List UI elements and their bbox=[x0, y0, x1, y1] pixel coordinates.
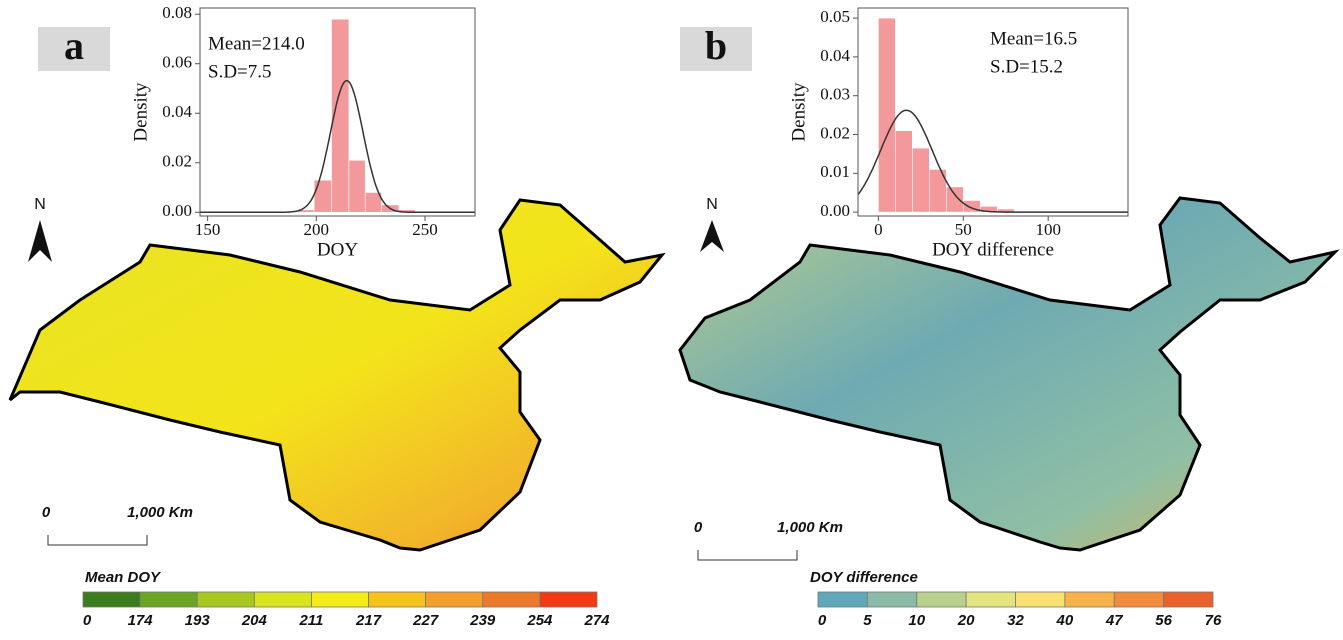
colorbar-label: 76 bbox=[1205, 612, 1222, 629]
colorbar-segment bbox=[196, 591, 255, 608]
colorbar-segment bbox=[1064, 591, 1115, 608]
colorbar-segment bbox=[1015, 591, 1066, 608]
y-tick-label: 0.05 bbox=[820, 7, 850, 26]
colorbar-label: 254 bbox=[526, 612, 553, 629]
panel-label-box bbox=[38, 27, 110, 71]
bar bbox=[912, 147, 930, 213]
x-tick-label: 150 bbox=[195, 220, 221, 239]
y-axis-label: Density bbox=[130, 82, 151, 142]
y-tick-label: 0.03 bbox=[820, 85, 850, 104]
north-arrow bbox=[28, 220, 52, 262]
scale-bar bbox=[47, 535, 148, 546]
colorbar-label: 20 bbox=[957, 612, 975, 629]
bar bbox=[348, 159, 366, 213]
colorbar-label: 47 bbox=[1105, 612, 1123, 629]
bar bbox=[878, 17, 896, 213]
colorbar-label: 0 bbox=[818, 612, 827, 629]
bar bbox=[313, 179, 332, 213]
x-tick-label: 0 bbox=[874, 220, 883, 239]
y-tick-label: 0.00 bbox=[820, 201, 850, 220]
colorbar-label: 274 bbox=[583, 612, 610, 629]
x-tick-label: 200 bbox=[304, 220, 330, 239]
colorbar-segment bbox=[253, 591, 312, 608]
scale-label: 1,000 Km bbox=[127, 504, 193, 521]
colorbar-segment bbox=[368, 591, 427, 608]
y-tick-label: 0.08 bbox=[162, 3, 192, 22]
annotation: S.D=7.5 bbox=[208, 61, 272, 82]
colorbar-label: 10 bbox=[908, 612, 925, 629]
bar bbox=[895, 130, 913, 213]
bar bbox=[946, 186, 964, 213]
x-axis-label: DOY bbox=[317, 239, 358, 260]
y-tick-label: 0.04 bbox=[162, 102, 192, 121]
colorbar-segment bbox=[866, 591, 918, 608]
colorbar-segment bbox=[817, 591, 868, 608]
colorbar-label: 32 bbox=[1007, 612, 1024, 629]
colorbar-segment bbox=[311, 591, 369, 608]
colorbar-label: 204 bbox=[241, 612, 268, 629]
colorbar-segment bbox=[539, 591, 598, 608]
y-tick-label: 0.06 bbox=[162, 53, 192, 72]
colorbar-segment bbox=[916, 591, 967, 608]
colorbar-label: 0 bbox=[83, 612, 92, 629]
colorbar-label: 211 bbox=[298, 612, 323, 629]
plot-frame bbox=[857, 7, 1129, 217]
colorbar-segment bbox=[425, 591, 484, 608]
normal-curve bbox=[857, 109, 1128, 213]
map-b: b N 0 1,000 Km DOY difference bbox=[678, 23, 1340, 586]
bar bbox=[364, 192, 382, 213]
bar bbox=[331, 18, 350, 213]
y-tick-label: 0.02 bbox=[820, 123, 850, 142]
map-shape bbox=[678, 196, 1340, 552]
plot-frame bbox=[199, 7, 476, 217]
colorbar-segment bbox=[965, 591, 1016, 608]
y-tick-label: 0.00 bbox=[162, 201, 192, 220]
panel-label-box bbox=[680, 27, 752, 71]
colorbar-label: 193 bbox=[185, 612, 211, 629]
colorbar-label: 56 bbox=[1155, 612, 1172, 629]
y-tick-label: 0.04 bbox=[820, 46, 850, 65]
x-tick-label: 100 bbox=[1035, 220, 1061, 239]
x-axis-label: DOY difference bbox=[932, 239, 1054, 260]
scale-label: 0 bbox=[42, 504, 51, 521]
colorbar-label: 174 bbox=[128, 612, 154, 629]
scale-label: 0 bbox=[694, 519, 703, 536]
map-a: a N 0 1,000 Km Mean DOY bbox=[8, 23, 666, 586]
legend-title: Mean DOY bbox=[85, 569, 162, 586]
y-tick-label: 0.02 bbox=[162, 152, 192, 171]
normal-curve bbox=[200, 79, 475, 214]
panel-label: a bbox=[64, 23, 84, 68]
colorbar-label: 239 bbox=[469, 612, 496, 629]
north-label: N bbox=[34, 196, 46, 213]
scale-label: 1,000 Km bbox=[777, 519, 843, 536]
annotation: S.D=15.2 bbox=[990, 56, 1063, 77]
annotation: Mean=16.5 bbox=[990, 28, 1077, 49]
colorbar-segment bbox=[482, 591, 541, 608]
colorbar-label: 227 bbox=[412, 612, 439, 629]
north-label: N bbox=[706, 196, 718, 213]
panel-label: b bbox=[705, 23, 727, 68]
colorbar-segment bbox=[1113, 591, 1165, 608]
map-shape bbox=[8, 198, 666, 552]
x-tick-label: 250 bbox=[412, 220, 438, 239]
y-axis-label: Density bbox=[788, 82, 809, 142]
annotation: Mean=214.0 bbox=[208, 33, 305, 54]
colorbar-label: 217 bbox=[355, 612, 382, 629]
colorbar-segment bbox=[139, 591, 198, 608]
scale-bar bbox=[697, 550, 798, 561]
colorbar-segment bbox=[82, 591, 141, 608]
x-tick-label: 50 bbox=[955, 220, 972, 239]
north-arrow bbox=[700, 220, 724, 252]
y-tick-label: 0.01 bbox=[820, 162, 850, 181]
legend-title: DOY difference bbox=[810, 569, 918, 586]
colorbar-label: 5 bbox=[863, 612, 872, 629]
colorbar-segment bbox=[1163, 591, 1214, 608]
colorbar-label: 40 bbox=[1056, 612, 1074, 629]
